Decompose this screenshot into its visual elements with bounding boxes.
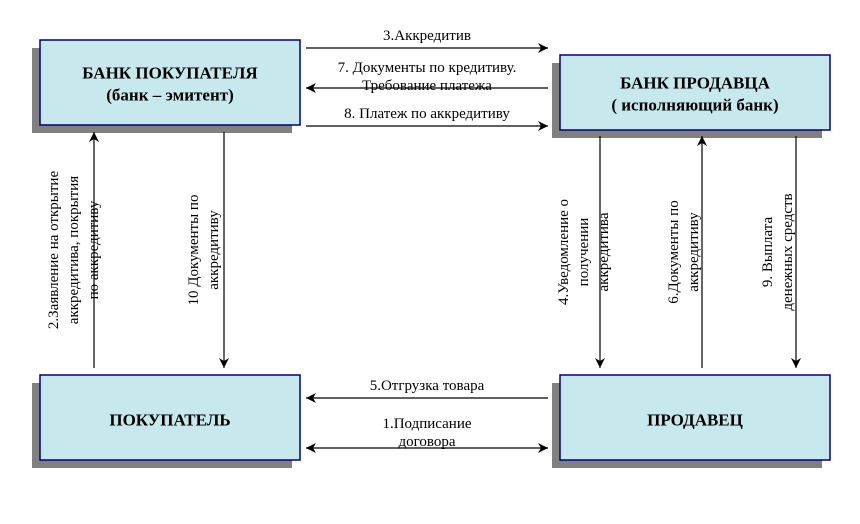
flow-diagram: БАНК ПОКУПАТЕЛЯ (банк – эмитент) БАНК ПРОД…	[0, 0, 860, 524]
edge-bot1: 1.Подписание договора	[306, 416, 548, 450]
svg-text:аккредитиву: аккредитиву	[206, 210, 222, 290]
edge-right9: 9. Выплатаденежных средств	[760, 136, 796, 368]
edge-top8: 8. Платеж по аккредитиву	[306, 106, 548, 126]
edge-left10: 10 Документы поаккредитиву	[186, 132, 224, 368]
svg-text:аккредитиву: аккредитиву	[686, 212, 702, 292]
svg-text:5.Отгрузка товара: 5.Отгрузка товара	[370, 378, 485, 394]
svg-text:10 Документы по: 10 Документы по	[186, 195, 202, 306]
svg-text:БАНК ПОКУПАТЕЛЯ: БАНК ПОКУПАТЕЛЯ	[82, 63, 257, 82]
node-buyer: ПОКУПАТЕЛЬ	[32, 375, 300, 468]
edge-right4: 4.Уведомление ополученииаккредитива	[556, 136, 612, 368]
node-seller: ПРОДАВЕЦ	[552, 375, 830, 468]
svg-text:ПОКУПАТЕЛЬ: ПОКУПАТЕЛЬ	[109, 410, 230, 429]
svg-text:4.Уведомление о: 4.Уведомление о	[556, 199, 572, 305]
svg-text:получении: получении	[576, 218, 592, 287]
svg-text:Требование платежа: Требование платежа	[362, 78, 492, 94]
edge-left2: 2.Заявление на открытиеаккредитива, покр…	[46, 132, 102, 368]
svg-text:аккредитива, покрытия: аккредитива, покрытия	[66, 176, 82, 324]
svg-text:1.Подписание: 1.Подписание	[382, 416, 471, 432]
edge-top7: 7. Документы по кредитиву. Требование пла…	[306, 60, 548, 94]
svg-text:6.Документы по: 6.Документы по	[666, 200, 682, 303]
svg-text:8. Платеж по аккредитиву: 8. Платеж по аккредитиву	[344, 106, 510, 122]
edge-right6: 6.Документы поаккредитиву	[666, 136, 702, 368]
svg-text:по аккредитиву: по аккредитиву	[86, 200, 102, 299]
edge-top3: 3.Аккредитив	[306, 28, 548, 48]
node-seller_bank: БАНК ПРОДАВЦА ( исполняющий банк)	[552, 55, 830, 138]
svg-text:(банк – эмитент): (банк – эмитент)	[106, 85, 234, 104]
svg-text:аккредитива: аккредитива	[596, 212, 612, 291]
svg-text:9. Выплата: 9. Выплата	[760, 217, 776, 288]
svg-text:7. Документы по кредитиву.: 7. Документы по кредитиву.	[338, 60, 517, 76]
svg-text:2.Заявление на открытие: 2.Заявление на открытие	[46, 171, 62, 330]
svg-text:договора: договора	[398, 434, 455, 450]
svg-text:денежных средств: денежных средств	[780, 193, 796, 310]
edge-bot5: 5.Отгрузка товара	[306, 378, 548, 398]
svg-text:БАНК ПРОДАВЦА: БАНК ПРОДАВЦА	[620, 73, 771, 92]
svg-text:( исполняющий банк): ( исполняющий банк)	[611, 95, 778, 114]
svg-text:3.Аккредитив: 3.Аккредитив	[383, 28, 471, 44]
node-buyer_bank: БАНК ПОКУПАТЕЛЯ (банк – эмитент)	[32, 40, 300, 133]
svg-text:ПРОДАВЕЦ: ПРОДАВЕЦ	[647, 410, 743, 429]
